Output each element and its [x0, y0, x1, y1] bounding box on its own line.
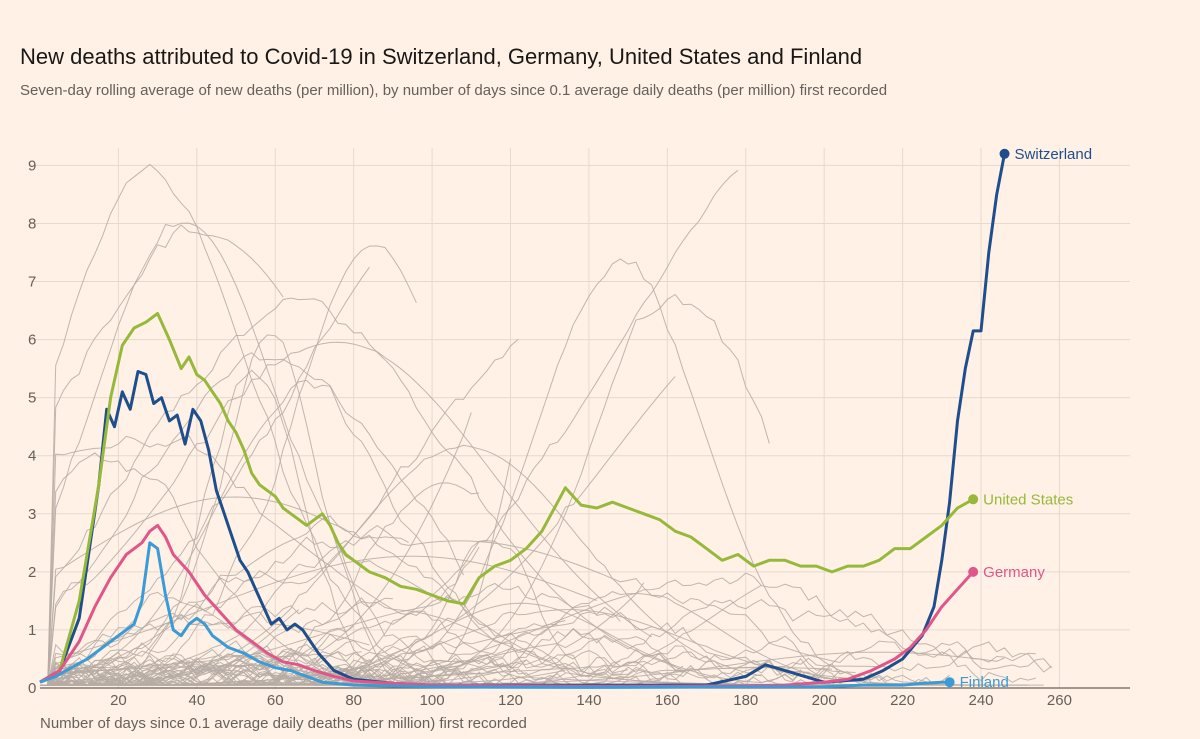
- background-country-line: [40, 584, 762, 686]
- grid-lines: 0 1 2 3 4 5 6 7 8 9: [28, 148, 1130, 697]
- y-tick-label: 1: [28, 622, 36, 639]
- background-country-line: [40, 222, 464, 686]
- background-country-line: [40, 645, 566, 686]
- x-tick-label: 160: [655, 692, 680, 709]
- series-line-germany: [39, 523, 975, 688]
- background-country-line: [40, 452, 519, 686]
- x-tick-label: 140: [576, 692, 601, 709]
- background-country-line: [40, 515, 629, 686]
- background-country-line: [40, 412, 472, 686]
- y-tick-label: 4: [28, 448, 36, 465]
- background-country-line: [40, 602, 801, 686]
- series-label: Finland: [960, 674, 1009, 691]
- x-tick-label: 40: [188, 692, 205, 709]
- background-country-line: [40, 659, 370, 686]
- series-end-marker: [944, 677, 955, 688]
- background-country-line: [40, 379, 841, 686]
- background-country-line: [40, 224, 284, 686]
- y-tick-label: 9: [28, 157, 36, 174]
- x-tick-label: 100: [420, 692, 445, 709]
- background-country-line: [40, 591, 935, 686]
- background-country-line: [40, 163, 433, 686]
- x-tick-label: 220: [890, 692, 915, 709]
- series-line-switzerland: [39, 153, 1006, 687]
- x-tick-label: 20: [110, 692, 127, 709]
- background-country-line: [40, 341, 652, 686]
- x-tick-label: 120: [498, 692, 523, 709]
- background-country-line: [40, 597, 393, 686]
- chart-subtitle: Seven-day rolling average of new deaths …: [20, 82, 888, 99]
- background-country-line: [40, 266, 370, 686]
- series-label: United States: [983, 491, 1073, 508]
- series-line-finland: [39, 541, 950, 689]
- y-tick-label: 8: [28, 215, 36, 232]
- background-country-line: [40, 338, 519, 686]
- other-countries-lines: [40, 163, 1052, 686]
- x-tick-label: 180: [733, 692, 758, 709]
- y-tick-label: 2: [28, 564, 36, 581]
- highlighted-series: [39, 148, 1010, 689]
- background-country-line: [40, 369, 519, 686]
- x-tick-label: 200: [812, 692, 837, 709]
- y-tick-label: 0: [28, 680, 36, 697]
- x-tick-label: 80: [345, 692, 362, 709]
- chart-title: New deaths attributed to Covid-19 in Swi…: [20, 44, 863, 69]
- y-tick-label: 6: [28, 332, 36, 349]
- series-labels: Switzerland United States Germany Finland: [960, 146, 1092, 691]
- series-line-united-states: [39, 312, 974, 684]
- series-label: Switzerland: [1015, 146, 1093, 163]
- y-tick-label: 5: [28, 390, 36, 407]
- series-end-marker: [968, 566, 979, 577]
- series-end-marker: [968, 494, 979, 505]
- background-country-line: [40, 352, 464, 686]
- series-end-marker: [999, 148, 1010, 159]
- x-tick-label: 240: [968, 692, 993, 709]
- x-tick-label: 260: [1047, 692, 1072, 709]
- background-country-line: [40, 297, 676, 686]
- background-country-line: [40, 650, 425, 686]
- y-tick-label: 7: [28, 274, 36, 291]
- background-country-line: [40, 555, 597, 686]
- background-country-line: [40, 524, 1037, 686]
- x-tick-label: 60: [267, 692, 284, 709]
- background-country-line: [40, 572, 1052, 686]
- y-tick-label: 3: [28, 506, 36, 523]
- background-country-line: [40, 435, 864, 686]
- x-axis-label: Number of days since 0.1 average daily d…: [40, 715, 527, 732]
- background-country-line: [40, 482, 480, 686]
- series-label: Germany: [983, 564, 1045, 581]
